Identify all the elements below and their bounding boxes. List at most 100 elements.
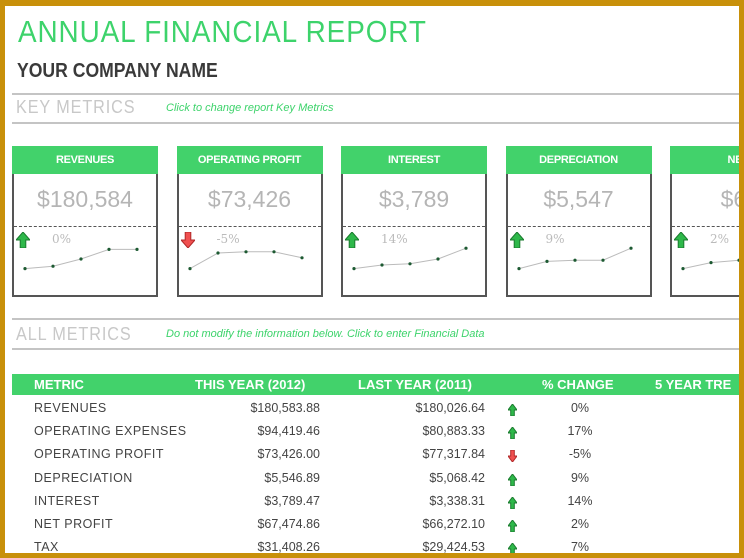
- dashed-divider: [343, 226, 485, 227]
- arrow-up-icon: [508, 231, 525, 253]
- key-metric-card[interactable]: DEPRECIATION $5,547 9%: [505, 146, 652, 297]
- cell-last-year: $180,026.64: [415, 401, 485, 415]
- cell-last-year: $29,424.53: [422, 540, 485, 553]
- cell-last-year: $3,338.31: [429, 493, 485, 508]
- sparkline-point: [243, 250, 248, 254]
- sparkline-point: [681, 267, 685, 271]
- row-sparkline: [651, 398, 739, 421]
- arrow-down-icon: [179, 231, 196, 253]
- card-change: 14%: [381, 232, 408, 246]
- sparkline-point: [51, 264, 55, 268]
- arrow-up-icon: [507, 519, 575, 540]
- sparkline-point: [352, 267, 356, 271]
- table-row: INTEREST $3,789.47 $3,338.31 14%: [5, 491, 739, 517]
- arrow-up-icon: [14, 231, 32, 253]
- dashed-divider: [14, 226, 156, 227]
- company-name[interactable]: YOUR COMPANY NAME: [17, 60, 218, 82]
- header-metric: METRIC: [34, 377, 84, 392]
- cell-metric: REVENUES: [34, 401, 107, 415]
- table-header: METRIC THIS YEAR (2012) LAST YEAR (2011)…: [12, 374, 739, 395]
- divider: [12, 348, 739, 350]
- card-value: $73,426: [207, 186, 292, 212]
- arrow-up-icon: [507, 403, 575, 424]
- cell-last-year: $77,317.84: [422, 447, 485, 462]
- sparkline-point: [380, 263, 384, 267]
- divider: [12, 122, 739, 124]
- card-sparkline: [516, 246, 633, 271]
- card-title: DEPRECIATION: [505, 146, 652, 174]
- cell-metric: TAX: [34, 540, 59, 553]
- cell-metric: OPERATING EXPENSES: [34, 424, 187, 439]
- sparkline-point: [572, 258, 577, 262]
- header-trend: 5 YEAR TRE: [655, 377, 732, 392]
- sparkline-point: [79, 257, 83, 261]
- table-row: REVENUES $180,583.88 $180,026.64 0%: [5, 398, 739, 424]
- cell-this-year: $180,583.88: [250, 401, 320, 415]
- cell-metric: DEPRECIATION: [34, 470, 133, 485]
- cell-this-year: $67,474.86: [257, 517, 320, 531]
- sparkline-point: [544, 259, 549, 263]
- row-sparkline: [651, 537, 739, 553]
- cell-change: 0%: [570, 401, 590, 415]
- table-row: OPERATING EXPENSES $94,419.46 $80,883.33 17…: [5, 421, 739, 448]
- key-metric-card[interactable]: OPERATING PROFIT $73,426 -5%: [176, 146, 323, 297]
- arrow-down-icon: [507, 449, 575, 472]
- card-value: $67,: [720, 186, 739, 212]
- cell-this-year: $5,546.89: [264, 470, 320, 485]
- key-metrics-heading: KEY METRICS: [16, 97, 136, 117]
- sparkline-point: [516, 267, 521, 271]
- card-title: REVENUES: [12, 146, 158, 174]
- all-metrics-heading: ALL METRICS: [16, 324, 132, 344]
- arrow-up-icon: [507, 495, 575, 517]
- card-title: INTEREST: [341, 146, 487, 174]
- header-this-year: THIS YEAR (2012): [195, 377, 306, 392]
- cell-metric: INTEREST: [34, 493, 100, 508]
- sparkline-point: [135, 247, 139, 251]
- cell-change: 9%: [570, 470, 590, 485]
- row-sparkline: [651, 468, 739, 491]
- arrow-up-icon: [507, 542, 518, 553]
- card-title: NET P: [670, 146, 739, 174]
- sparkline-point: [436, 257, 440, 261]
- table-row: OPERATING PROFIT $73,426.00 $77,317.84 -5%: [5, 444, 739, 472]
- card-value: $3,789: [378, 186, 450, 212]
- sparkline-point: [464, 246, 468, 250]
- row-sparkline: [651, 491, 739, 514]
- cell-last-year: $5,068.42: [429, 470, 485, 485]
- table-row: DEPRECIATION $5,546.89 $5,068.42 9%: [5, 468, 739, 494]
- cell-metric: OPERATING PROFIT: [34, 447, 164, 462]
- key-metric-card[interactable]: INTEREST $3,789 14%: [341, 146, 487, 297]
- cell-this-year: $31,408.26: [257, 540, 320, 553]
- cell-change: 7%: [570, 540, 590, 553]
- arrow-up-icon: [507, 426, 575, 448]
- cell-last-year: $80,883.33: [422, 424, 485, 439]
- cell-this-year: $73,426.00: [257, 447, 320, 462]
- card-change: -5%: [216, 232, 240, 246]
- card-change: 2%: [710, 232, 730, 246]
- arrow-up-icon: [672, 231, 690, 253]
- sparkline: [518, 247, 631, 270]
- sparkline-point: [600, 258, 605, 262]
- all-metrics-hint-link[interactable]: Do not modify the information below. Cli…: [166, 328, 485, 340]
- row-sparkline: [651, 444, 739, 467]
- key-metric-card[interactable]: NET P $67, 2%: [670, 146, 739, 297]
- cell-this-year: $94,419.46: [257, 424, 320, 439]
- arrow-up-icon: [343, 231, 361, 253]
- sparkline-point: [107, 247, 111, 251]
- sparkline-point: [215, 251, 220, 255]
- key-metrics-hint-link[interactable]: Click to change report Key Metrics: [166, 102, 334, 114]
- card-title: OPERATING PROFIT: [176, 146, 323, 174]
- sparkline: [353, 247, 467, 270]
- sparkline: [189, 251, 302, 270]
- divider: [12, 93, 739, 95]
- sparkline: [682, 259, 739, 270]
- dashed-divider: [507, 226, 650, 227]
- card-sparkline: [23, 247, 139, 271]
- sparkline-point: [408, 262, 412, 266]
- table-row: TAX $31,408.26 $29,424.53 7%: [5, 537, 739, 553]
- key-metric-card[interactable]: REVENUES $180,584 0%: [12, 146, 158, 297]
- sparkline-point: [187, 267, 192, 271]
- report-title: ANNUAL FINANCIAL REPORT: [18, 14, 427, 49]
- cell-change: 2%: [570, 517, 590, 531]
- header-change: % CHANGE: [542, 377, 614, 392]
